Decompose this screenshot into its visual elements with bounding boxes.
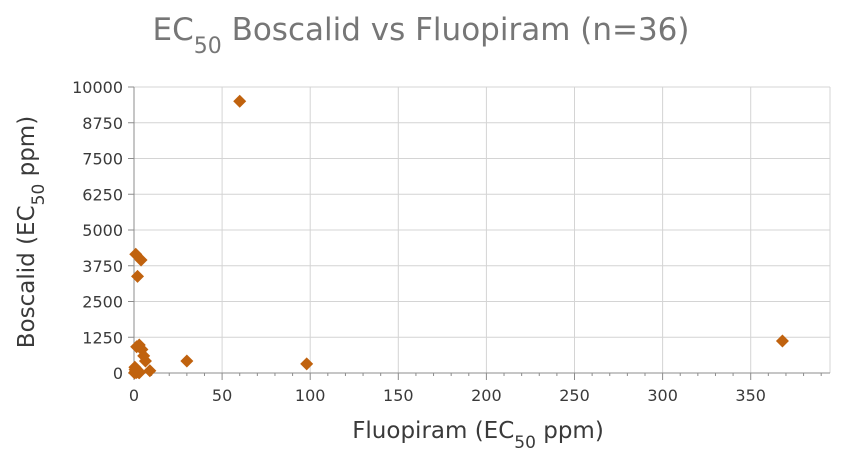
- y-axis-title: Boscalid (EC50 ppm): [14, 116, 49, 348]
- y-tick-label: 6250: [82, 185, 123, 204]
- x-tick-label: 250: [559, 386, 590, 405]
- data-point-marker: [775, 334, 789, 348]
- y-tick-label: 8750: [82, 114, 123, 133]
- x-tick-label: 350: [735, 386, 766, 405]
- data-point-marker: [180, 354, 194, 368]
- x-axis-title-rest: ppm): [536, 418, 604, 444]
- data-point-marker: [143, 364, 157, 378]
- chart-title-rest: Boscalid vs Fluopiram (n=36): [222, 12, 690, 48]
- axes: [128, 86, 830, 380]
- data-point-marker: [131, 365, 145, 379]
- data-point-marker: [138, 354, 152, 368]
- x-axis-title: Fluopiram (EC50 ppm): [352, 418, 604, 453]
- y-tick-label: 1250: [82, 328, 123, 347]
- x-tick-label: 150: [383, 386, 414, 405]
- chart-title: EC50 Boscalid vs Fluopiram (n=36): [152, 12, 689, 59]
- y-tick-label: 7500: [82, 150, 123, 169]
- x-tick-label: 300: [647, 386, 678, 405]
- x-tick-label: 100: [295, 386, 326, 405]
- x-axis-title-subscript: 50: [514, 433, 536, 453]
- y-tick-label: 5000: [82, 221, 123, 240]
- y-axis-title-subscript: 50: [29, 184, 49, 206]
- chart-title-main: EC: [152, 12, 193, 48]
- x-tick-label: 0: [129, 386, 139, 405]
- x-axis-title-main: Fluopiram (EC: [352, 418, 514, 444]
- data-point-marker: [233, 94, 247, 108]
- data-point-marker: [134, 253, 148, 267]
- chart-title-subscript: 50: [194, 34, 222, 59]
- x-tick-labels: 0 50 100 150 200 250 300 350: [129, 386, 766, 405]
- y-tick-label: 10000: [72, 78, 123, 97]
- x-tick-label: 50: [212, 386, 232, 405]
- x-tick-label: 200: [471, 386, 502, 405]
- gridlines: [133, 86, 831, 374]
- data-points: [128, 94, 789, 380]
- data-point-marker: [131, 269, 145, 283]
- y-tick-label: 2500: [82, 293, 123, 312]
- y-tick-labels: 0 1250 2500 3750 5000 6250 7500 8750 10000: [72, 78, 123, 383]
- data-point-marker: [300, 357, 314, 371]
- y-axis-title-rest: ppm): [14, 116, 40, 184]
- y-tick-label: 3750: [82, 257, 123, 276]
- y-tick-label: 0: [113, 364, 123, 383]
- y-axis-title-main: Boscalid (EC: [14, 205, 40, 348]
